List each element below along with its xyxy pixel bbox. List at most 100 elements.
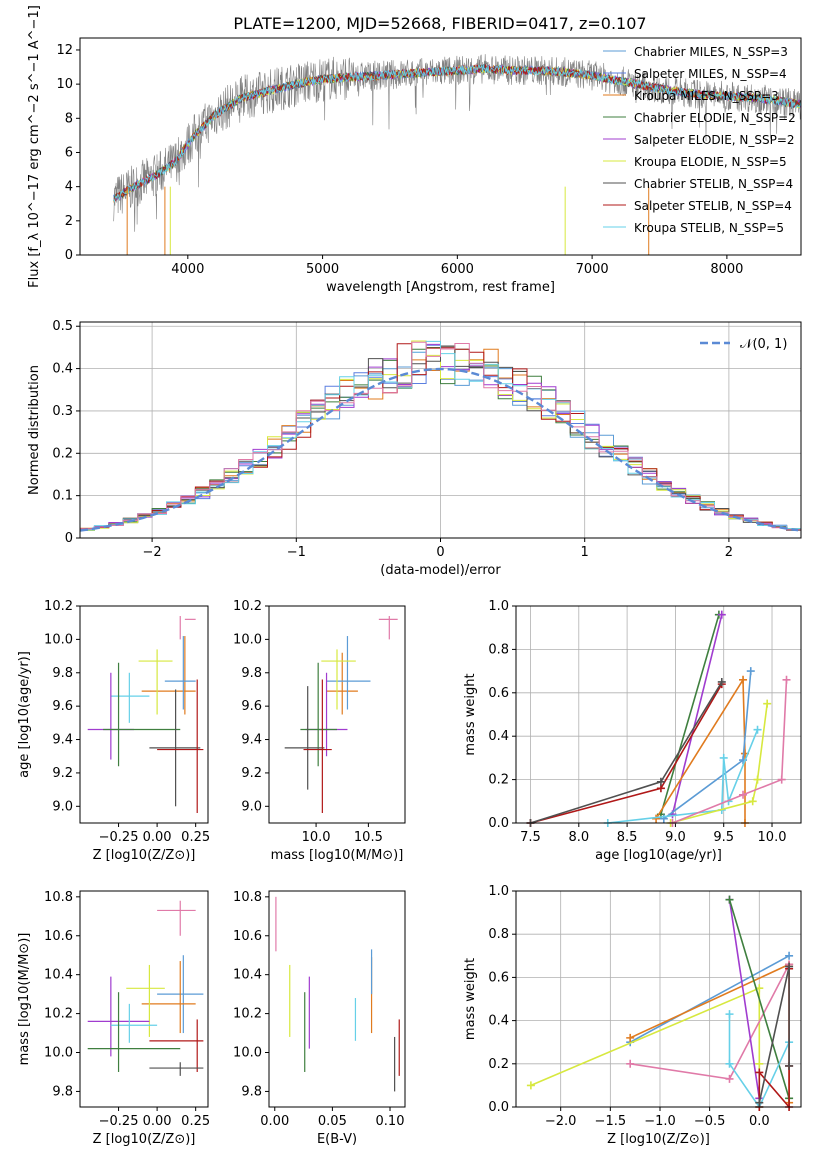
x-tick-label: 0.25: [181, 830, 210, 845]
weight-marker: [725, 895, 734, 904]
y-tick-label: 9.8: [241, 666, 262, 681]
weight-marker: [763, 699, 772, 708]
x-tick-label: 0.00: [143, 830, 172, 845]
model-spectrum-kroupa-stelib: [113, 64, 801, 203]
x-axis-label: mass [log10(M/M⊙)]: [271, 848, 404, 863]
weight-line: [671, 614, 723, 815]
weight-marker: [782, 675, 791, 684]
y-tick-label: 10.6: [44, 929, 73, 944]
y-tick-label: 0.2: [488, 1057, 509, 1072]
weight-marker: [785, 962, 794, 971]
y-tick-label: 9.2: [241, 766, 262, 781]
weight-marker: [755, 1098, 764, 1107]
weight-marker: [725, 1074, 734, 1083]
weight-line: [672, 679, 788, 824]
y-tick-label: 9.6: [241, 699, 262, 714]
y-tick-label: 2: [65, 214, 73, 229]
y-tick-label: 10.2: [233, 599, 262, 614]
legend-entry: Salpeter ELODIE, N_SSP=2: [634, 133, 795, 147]
weight-line: [629, 955, 790, 1043]
y-tick-label: 0: [65, 531, 73, 546]
x-tick-label: 0.0: [749, 1114, 770, 1129]
y-tick-label: 10.2: [44, 1007, 73, 1022]
x-tick-label: 0.05: [318, 1114, 347, 1129]
y-tick-label: 8: [65, 111, 73, 126]
weight-marker: [656, 777, 665, 786]
age-vs-mass-frame: [268, 605, 406, 824]
y-tick-label: 0.4: [488, 1014, 509, 1029]
weight-line: [728, 1014, 790, 1109]
weight-marker: [785, 1061, 794, 1070]
weight-vs-age-lines: [526, 610, 791, 827]
weight-marker: [717, 610, 726, 619]
x-tick-label: −1.0: [644, 1114, 676, 1129]
x-tick-label: −2.0: [545, 1114, 577, 1129]
y-tick-label: 9.0: [52, 799, 73, 814]
mass-vs-ebv-frame: [268, 890, 406, 1108]
x-axis-label: (data-model)/error: [380, 563, 501, 578]
y-tick-label: 0.4: [488, 729, 509, 744]
x-tick-label: 6000: [441, 262, 474, 277]
y-tick-label: 0.0: [488, 1100, 509, 1115]
y-axis-label: mass weight: [463, 958, 478, 1040]
y-tick-label: 9.6: [52, 699, 73, 714]
x-tick-label: −1: [287, 545, 306, 560]
spectrum-layer: [113, 54, 801, 255]
legend-entry: Chabrier MILES, N_SSP=3: [634, 45, 788, 59]
weight-marker: [753, 725, 762, 734]
weight-marker: [746, 667, 755, 676]
x-tick-label: 1: [581, 545, 589, 560]
x-tick-label: 7.5: [520, 830, 541, 845]
y-tick-label: 10.0: [233, 632, 262, 647]
x-tick-label: 10.0: [758, 830, 787, 845]
y-tick-label: 9.8: [52, 666, 73, 681]
y-tick-label: 0.0: [488, 816, 509, 831]
legend-entry: Kroupa STELIB, N_SSP=5: [634, 221, 784, 235]
x-tick-label: 8.5: [617, 830, 638, 845]
y-tick-label: 10: [56, 77, 73, 92]
x-axis-label: E(B-V): [317, 1132, 357, 1147]
legend-entry: Chabrier STELIB, N_SSP=4: [634, 177, 793, 191]
weight-vs-z-frame: [515, 890, 802, 1108]
legend-entry: Kroupa MILES, N_SSP=3: [634, 89, 779, 103]
mass-vs-z-points: [87, 900, 204, 1076]
y-axis-label: mass weight: [463, 673, 478, 755]
y-tick-label: 0.4: [52, 362, 73, 377]
legend-entry: Kroupa ELODIE, N_SSP=5: [634, 155, 787, 169]
x-tick-label: −0.25: [99, 830, 139, 845]
x-tick-label: 0.25: [181, 1114, 210, 1129]
y-tick-label: 6: [65, 145, 73, 160]
y-tick-label: 4: [65, 180, 73, 195]
x-tick-label: 0.00: [260, 1114, 289, 1129]
x-axis-label: Z [log10(Z/Z⊙)]: [93, 848, 196, 863]
weight-marker: [755, 1068, 764, 1077]
x-tick-label: −1.5: [595, 1114, 627, 1129]
figure-title: PLATE=1200, MJD=52668, FIBERID=0417, z=0…: [233, 14, 646, 33]
weight-marker: [748, 797, 757, 806]
legend-entry: Salpeter MILES, N_SSP=4: [634, 67, 787, 81]
weight-marker: [725, 1010, 734, 1019]
y-tick-label: 9.8: [241, 1084, 262, 1099]
weight-marker: [753, 775, 762, 784]
x-axis-label: age [log10(age/yr)]: [595, 848, 722, 863]
y-tick-label: 9.2: [52, 766, 73, 781]
x-tick-label: 4000: [171, 262, 204, 277]
x-tick-label: 7000: [576, 262, 609, 277]
y-axis-label: Normed distribution: [27, 365, 42, 495]
spectrum-frame: [79, 37, 802, 256]
y-tick-label: 10.8: [233, 890, 262, 905]
x-tick-label: 5000: [306, 262, 339, 277]
y-tick-label: 10.2: [44, 599, 73, 614]
legend-entry: Chabrier ELODIE, N_SSP=2: [634, 111, 796, 125]
x-tick-label: 8000: [710, 262, 743, 277]
x-tick-label: 0: [436, 545, 444, 560]
weight-marker: [652, 814, 661, 823]
x-tick-label: −0.5: [694, 1114, 726, 1129]
weight-marker: [526, 1081, 535, 1090]
x-tick-label: 9.0: [665, 830, 686, 845]
y-tick-label: 0.8: [488, 642, 509, 657]
weight-marker: [739, 675, 748, 684]
y-tick-label: 9.0: [241, 799, 262, 814]
weight-marker: [626, 1059, 635, 1068]
y-tick-label: 0.2: [488, 773, 509, 788]
